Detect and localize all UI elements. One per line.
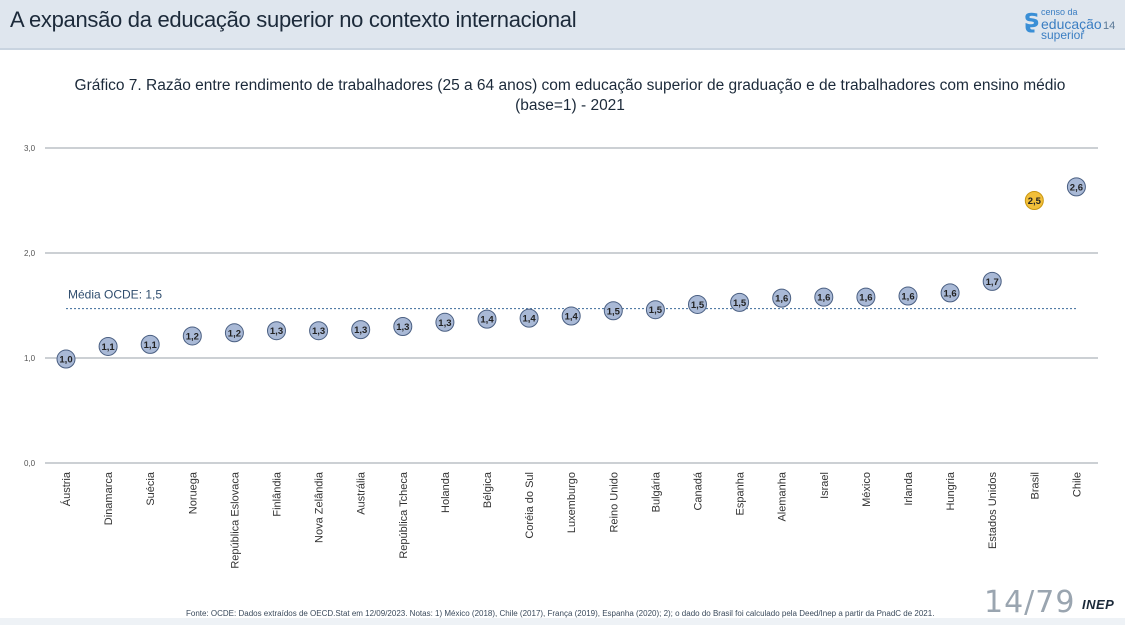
y-tick-label: 3,0: [24, 144, 36, 153]
category-label: Estados Unidos: [987, 472, 999, 550]
category-label: Canadá: [693, 471, 705, 510]
logo-text-line1: censo da: [1041, 7, 1078, 17]
data-label: 1,4: [480, 315, 494, 326]
category-label: Irlanda: [903, 471, 915, 506]
category-label: Reino Unido: [608, 472, 620, 533]
data-point: [393, 317, 413, 336]
data-label: 2,5: [1028, 196, 1042, 207]
category-label: Finlândia: [272, 471, 284, 517]
category-label: Dinamarca: [103, 471, 115, 525]
category-label: Bulgária: [650, 471, 662, 512]
data-point: [856, 287, 876, 307]
data-label: 1,6: [901, 292, 914, 303]
data-label: 1,2: [228, 328, 241, 339]
category-label: República Tcheca: [398, 471, 410, 559]
data-label: 1,5: [733, 298, 747, 309]
category-label: Bélgica: [482, 471, 494, 508]
data-label: 1,6: [859, 293, 872, 304]
data-point: [98, 336, 118, 356]
y-tick-label: 2,0: [24, 249, 36, 258]
data-point: [1066, 177, 1086, 197]
data-label: 2,6: [1070, 182, 1083, 193]
data-point: [940, 283, 960, 303]
data-point: [140, 334, 160, 354]
data-label: 1,2: [186, 331, 199, 342]
slide-number: 14: [1103, 20, 1116, 32]
category-label: Luxemburgo: [566, 472, 578, 533]
chart-title: Gráfico 7. Razão entre rendimento de tra…: [74, 77, 1066, 114]
data-label: 1,6: [775, 294, 788, 305]
data-point: [982, 271, 1002, 291]
category-label: Suécia: [145, 471, 157, 506]
category-label: Austrália: [356, 471, 368, 515]
data-label: 1,3: [396, 322, 409, 333]
data-label: 1,3: [438, 318, 451, 329]
data-point: [435, 312, 455, 332]
category-label: Brasil: [1029, 472, 1041, 500]
data-label: 1,6: [943, 288, 956, 299]
page-counter: 14/79: [984, 585, 1076, 620]
data-point: [309, 321, 329, 341]
data-label: 1,5: [691, 300, 705, 311]
data-point: [519, 308, 539, 328]
category-label: Holanda: [440, 471, 452, 513]
data-label: 1,7: [986, 277, 999, 288]
y-tick-label: 0,0: [24, 459, 36, 468]
data-point: [645, 300, 665, 320]
data-point: [898, 286, 918, 306]
data-label: 1,3: [270, 326, 283, 337]
data-label: 1,3: [354, 325, 367, 336]
data-point: [814, 287, 834, 307]
data-point: [351, 320, 371, 340]
data-label: 1,6: [817, 293, 830, 304]
data-point: [182, 326, 202, 346]
category-label: Chile: [1071, 472, 1083, 497]
data-label: 1,5: [649, 305, 663, 316]
data-point: [267, 321, 286, 341]
header-bar: [0, 0, 1125, 50]
data-point: [688, 294, 707, 314]
footer-strip: [0, 618, 1125, 625]
data-point: [477, 309, 497, 329]
category-label: República Eslovaca: [229, 471, 241, 568]
data-point: [224, 323, 244, 343]
data-point: [561, 306, 581, 326]
data-point: [730, 292, 750, 312]
censo-logo: ʂ censo da educação superior: [1024, 4, 1104, 42]
slide-title: A expansão da educação superior no conte…: [10, 7, 577, 32]
reference-label: Média OCDE: 1,5: [68, 288, 162, 302]
data-point: [772, 288, 792, 308]
y-tick-label: 1,0: [24, 354, 36, 363]
category-label: Alemanha: [777, 471, 789, 521]
category-label: México: [861, 472, 873, 507]
logo-text-line2: educação: [1041, 16, 1102, 32]
inep-logo: INEP: [1082, 597, 1115, 612]
category-label: Hungria: [945, 471, 957, 510]
category-label: Noruega: [187, 471, 199, 514]
data-label: 1,1: [101, 342, 115, 353]
logo-text-line3: superior: [1041, 28, 1085, 42]
data-label: 1,5: [607, 306, 621, 317]
censo-logo-icon: ʂ: [1024, 4, 1040, 34]
category-label: Espanha: [735, 471, 747, 515]
data-point: [603, 301, 623, 321]
data-point: [56, 349, 76, 369]
data-label: 1,0: [59, 355, 72, 366]
source-note: Fonte: OCDE: Dados extraídos de OECD.Sta…: [186, 609, 935, 618]
data-point: [1024, 191, 1044, 210]
data-label: 1,1: [144, 340, 158, 351]
category-label: Nova Zelândia: [314, 471, 326, 543]
category-label: Áustria: [60, 471, 73, 506]
category-label: Coréia do Sul: [524, 472, 536, 539]
category-label: Israel: [819, 472, 831, 499]
data-label: 1,4: [565, 312, 579, 323]
data-label: 1,3: [312, 326, 325, 337]
data-label: 1,4: [522, 314, 536, 325]
